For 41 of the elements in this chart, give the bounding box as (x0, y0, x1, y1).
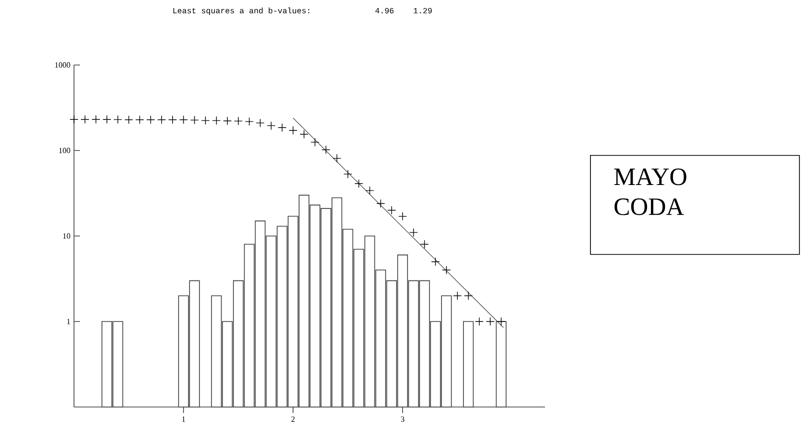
point (157, 115, 166, 124)
point (288, 126, 298, 135)
point (496, 317, 506, 326)
point (223, 116, 232, 126)
point (146, 115, 156, 124)
point (80, 115, 90, 124)
point (168, 115, 177, 124)
point (420, 240, 429, 249)
point (190, 116, 199, 124)
point (244, 117, 254, 126)
point (387, 206, 396, 215)
point (322, 145, 330, 154)
point (453, 291, 462, 300)
point (234, 116, 243, 126)
point (179, 115, 188, 124)
point (92, 115, 100, 124)
point (300, 130, 308, 139)
point (442, 266, 451, 274)
point (474, 317, 484, 326)
text: MAYO CODA (614, 168, 686, 216)
point (376, 199, 386, 208)
point (266, 121, 276, 130)
point (431, 257, 440, 266)
point (102, 115, 112, 124)
point (278, 123, 286, 132)
point (256, 118, 265, 128)
point (354, 179, 364, 188)
point (343, 170, 352, 178)
point (201, 116, 210, 125)
point (409, 228, 418, 237)
point (310, 138, 320, 147)
point (124, 115, 134, 124)
point (486, 317, 495, 326)
point (332, 154, 342, 163)
point (398, 212, 407, 221)
point (212, 116, 221, 125)
point (464, 291, 473, 300)
point (70, 115, 78, 124)
point (135, 115, 144, 124)
point (365, 186, 374, 195)
point (113, 115, 122, 124)
